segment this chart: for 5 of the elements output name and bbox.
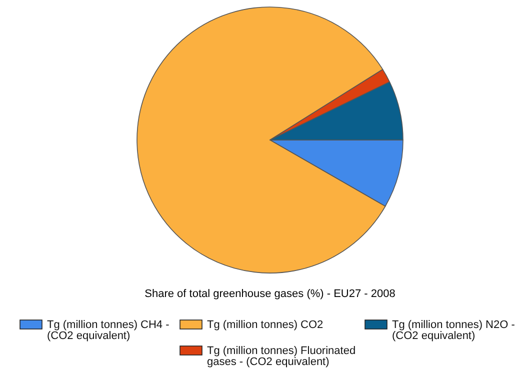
legend-label: Tg (million tonnes) Fluorinated gases - (CO2 equivalent) [207, 345, 356, 368]
legend-label: Tg (million tonnes) CO2 [207, 319, 324, 331]
legend-label: Tg (million tonnes) CH4 - (CO2 equivalent) [47, 319, 170, 342]
text: Share of total greenhouse gases (%) - EU27 - 2008 [144, 288, 396, 300]
legend-label: Tg (million tonnes) N2O - (CO2 equivalent) [392, 319, 516, 342]
